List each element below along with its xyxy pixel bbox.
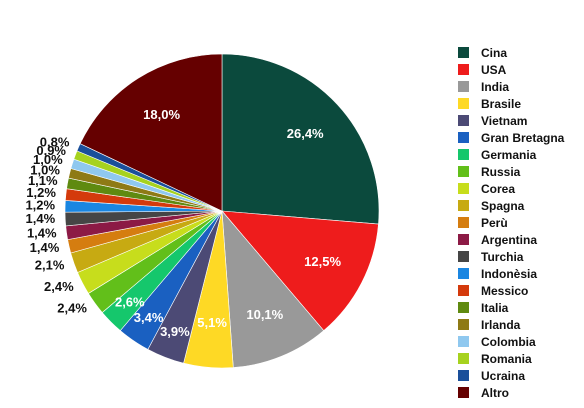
legend-item: Vietnam	[458, 112, 564, 129]
slice-label-3: 5,1%	[197, 315, 227, 330]
legend-swatch	[458, 319, 469, 330]
pie-slice-2	[221, 210, 325, 368]
legend-swatch	[458, 217, 469, 228]
legend-label: Argentina	[481, 232, 538, 247]
legend-item: Germania	[458, 146, 564, 163]
legend-swatch	[458, 183, 469, 194]
legend-item: Ucraina	[458, 367, 564, 384]
pie-slice-20	[79, 53, 223, 212]
slice-label-8: 2,4%	[44, 279, 74, 294]
legend-item: Altro	[458, 384, 564, 401]
legend-swatch	[458, 336, 469, 347]
slice-label-14: 1,2%	[26, 185, 56, 200]
slice-label-6: 2,6%	[115, 295, 145, 310]
legend-label: Italia	[481, 300, 509, 315]
legend-swatch	[458, 166, 469, 177]
slice-label-11: 1,4%	[27, 226, 57, 241]
legend-swatch	[458, 387, 469, 398]
legend-item: Corea	[458, 180, 564, 197]
slice-label-2: 10,1%	[246, 307, 283, 322]
legend-item: Cina	[458, 44, 564, 61]
slice-label-10: 1,4%	[30, 240, 60, 255]
legend-swatch	[458, 81, 469, 92]
legend-label: Vietnam	[481, 113, 528, 128]
slice-label-4: 3,9%	[160, 324, 190, 339]
legend-item: Turchia	[458, 248, 564, 265]
legend-swatch	[458, 353, 469, 364]
legend-label: India	[481, 79, 510, 94]
legend-label: Romania	[481, 351, 532, 366]
legend-item: Spagna	[458, 197, 564, 214]
legend-label: Ucraina	[481, 368, 526, 383]
slice-label-5: 3,4%	[134, 310, 164, 325]
slice-label-16: 1,0%	[30, 162, 60, 177]
legend-swatch	[458, 98, 469, 109]
legend-label: Messico	[481, 283, 529, 298]
legend-item: USA	[458, 61, 564, 78]
chart-legend: Cina USA India Brasile Vietnam Gran Bretagna G…	[458, 44, 564, 401]
legend-label: Germania	[481, 147, 537, 162]
slice-label-18: 0,9%	[36, 143, 66, 158]
legend-swatch	[458, 47, 469, 58]
legend-label: Brasile	[481, 96, 522, 111]
legend-swatch	[458, 64, 469, 75]
legend-item: Romania	[458, 350, 564, 367]
legend-label: Indonèsia	[481, 266, 538, 281]
legend-item: India	[458, 78, 564, 95]
legend-swatch	[458, 268, 469, 279]
legend-item: Irlanda	[458, 316, 564, 333]
legend-label: Corea	[481, 181, 516, 196]
legend-swatch	[458, 285, 469, 296]
slice-label-0: 26,4%	[287, 126, 324, 141]
legend-label: Irlanda	[481, 317, 521, 332]
legend-swatch	[458, 251, 469, 262]
legend-swatch	[458, 370, 469, 381]
pie-slice-0	[221, 53, 380, 225]
slice-label-15: 1,1%	[28, 173, 58, 188]
legend-item: Indonèsia	[458, 265, 564, 282]
legend-swatch	[458, 149, 469, 160]
legend-item: Argentina	[458, 231, 564, 248]
legend-item: Messico	[458, 282, 564, 299]
legend-item: Russia	[458, 163, 564, 180]
legend-swatch	[458, 234, 469, 245]
legend-label: Altro	[481, 385, 509, 400]
legend-item: Brasile	[458, 95, 564, 112]
slice-label-13: 1,2%	[25, 197, 55, 212]
legend-item: Gran Bretagna	[458, 129, 564, 146]
legend-label: Russia	[481, 164, 521, 179]
legend-item: Perù	[458, 214, 564, 231]
legend-label: Spagna	[481, 198, 525, 213]
legend-swatch	[458, 115, 469, 126]
legend-swatch	[458, 132, 469, 143]
slice-label-19: 0,8%	[40, 135, 70, 150]
slice-label-17: 1,0%	[33, 152, 63, 167]
legend-swatch	[458, 302, 469, 313]
slice-label-9: 2,1%	[35, 258, 65, 273]
slice-label-7: 2,4%	[57, 301, 87, 316]
legend-label: Colombia	[481, 334, 536, 349]
legend-label: Turchia	[481, 249, 524, 264]
slice-label-20: 18,0%	[143, 107, 180, 122]
legend-item: Colombia	[458, 333, 564, 350]
slice-label-12: 1,4%	[26, 211, 56, 226]
slice-label-1: 12,5%	[304, 254, 341, 269]
legend-label: Cina	[481, 45, 508, 60]
legend-label: Perù	[481, 215, 508, 230]
legend-label: Gran Bretagna	[481, 130, 565, 145]
legend-swatch	[458, 200, 469, 211]
legend-item: Italia	[458, 299, 564, 316]
legend-label: USA	[481, 62, 507, 77]
pie-slice-1	[221, 210, 379, 332]
